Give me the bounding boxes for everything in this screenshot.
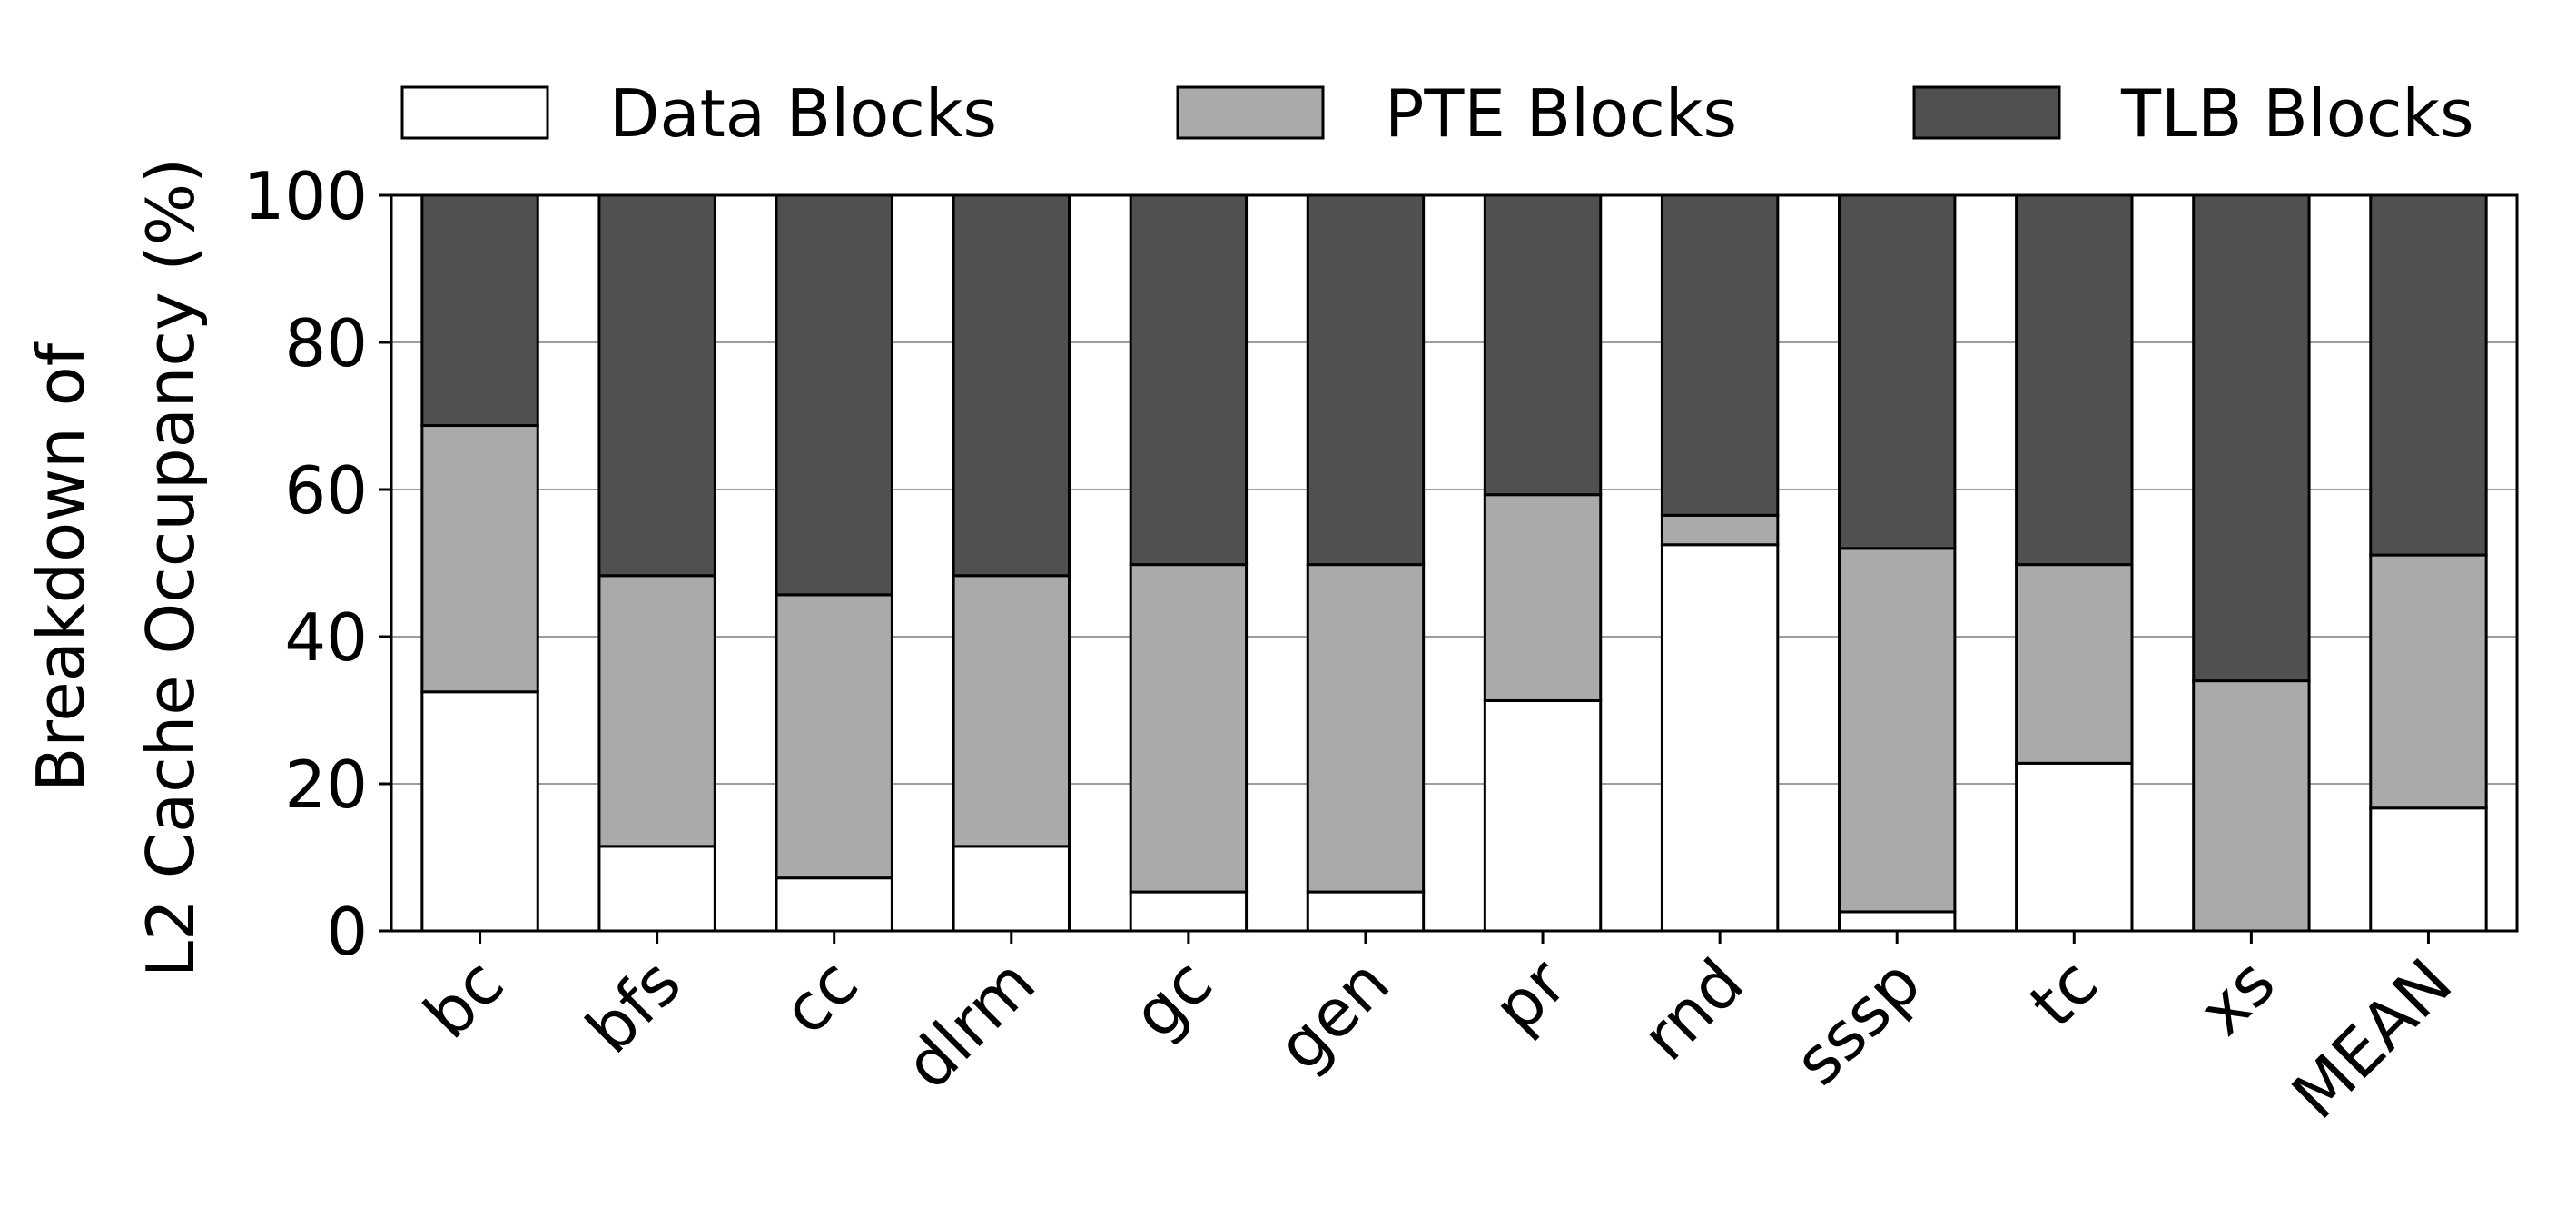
bar-data-blocks-cc bbox=[776, 878, 892, 931]
bar-tlb-blocks-pr bbox=[1485, 195, 1600, 495]
bar-data-blocks-gc bbox=[1130, 892, 1246, 931]
bar-tlb-blocks-sssp bbox=[1840, 195, 1955, 549]
bar-pte-blocks-xs bbox=[2194, 681, 2309, 931]
bar-pte-blocks-gc bbox=[1130, 565, 1246, 892]
x-tick-label-bfs: bfs bbox=[571, 945, 695, 1068]
y-tick-label: 60 bbox=[284, 452, 368, 529]
bar-tlb-blocks-cc bbox=[776, 195, 892, 595]
bar-pte-blocks-mean bbox=[2371, 555, 2486, 808]
bar-pte-blocks-tc bbox=[2017, 565, 2132, 764]
bar-data-blocks-pr bbox=[1485, 700, 1600, 931]
bar-tlb-blocks-dlrm bbox=[953, 195, 1069, 576]
legend-swatch-data-blocks bbox=[402, 87, 548, 138]
bar-data-blocks-bfs bbox=[599, 846, 715, 931]
x-tick-label-dlrm: dlrm bbox=[890, 945, 1049, 1103]
x-tick-label-mean: MEAN bbox=[2277, 945, 2466, 1133]
bar-pte-blocks-sssp bbox=[1840, 549, 1955, 912]
legend: Data Blocks PTE Blocks TLB Blocks bbox=[402, 75, 2474, 152]
y-axis-label: Breakdown of L2 Cache Occupancy (%) bbox=[23, 158, 209, 977]
y-tick-label: 20 bbox=[284, 747, 368, 823]
bar-tlb-blocks-bc bbox=[422, 195, 538, 426]
x-tick-label-tc: tc bbox=[2015, 945, 2112, 1042]
bar-tlb-blocks-gc bbox=[1130, 195, 1246, 565]
legend-label-data-blocks: Data Blocks bbox=[609, 75, 997, 152]
bar-tlb-blocks-bfs bbox=[599, 195, 715, 576]
bar-data-blocks-tc bbox=[2017, 763, 2132, 931]
bar-tlb-blocks-tc bbox=[2017, 195, 2132, 565]
x-tick-label-bc: bc bbox=[410, 945, 518, 1054]
bar-pte-blocks-bc bbox=[422, 426, 538, 692]
y-tick-label: 100 bbox=[243, 158, 368, 234]
bar-data-blocks-sssp bbox=[1840, 912, 1955, 931]
bar-pte-blocks-rnd bbox=[1662, 515, 1777, 544]
bar-data-blocks-dlrm bbox=[953, 846, 1069, 931]
x-tick-label-gc: gc bbox=[1118, 945, 1227, 1054]
bar-data-blocks-rnd bbox=[1662, 545, 1777, 931]
legend-label-tlb-blocks: TLB Blocks bbox=[2120, 75, 2474, 152]
y-axis-label-line-2: L2 Cache Occupancy (%) bbox=[133, 158, 209, 977]
x-tick-label-pr: pr bbox=[1478, 944, 1581, 1046]
bar-data-blocks-gen bbox=[1308, 892, 1423, 931]
x-tick-label-gen: gen bbox=[1263, 945, 1404, 1085]
x-tick-label-xs: xs bbox=[2184, 945, 2289, 1050]
legend-label-pte-blocks: PTE Blocks bbox=[1385, 75, 1737, 152]
y-axis: 0 20 40 60 80 100 bbox=[243, 158, 391, 970]
bar-pte-blocks-dlrm bbox=[953, 576, 1069, 846]
legend-swatch-tlb-blocks bbox=[1914, 87, 2059, 138]
bar-tlb-blocks-gen bbox=[1308, 195, 1423, 565]
bars bbox=[422, 195, 2486, 931]
bar-data-blocks-bc bbox=[422, 692, 538, 931]
y-tick-label: 80 bbox=[284, 305, 368, 381]
x-tick-label-rnd: rnd bbox=[1627, 945, 1758, 1075]
bar-pte-blocks-cc bbox=[776, 595, 892, 878]
bar-pte-blocks-pr bbox=[1485, 495, 1600, 701]
bar-data-blocks-mean bbox=[2371, 808, 2486, 931]
legend-swatch-pte-blocks bbox=[1178, 87, 1323, 138]
bar-tlb-blocks-xs bbox=[2194, 195, 2309, 681]
bar-pte-blocks-bfs bbox=[599, 576, 715, 846]
bar-tlb-blocks-mean bbox=[2371, 195, 2486, 555]
y-axis-label-line-1: Breakdown of bbox=[23, 341, 99, 792]
bar-tlb-blocks-rnd bbox=[1662, 195, 1777, 515]
y-tick-label: 0 bbox=[326, 894, 368, 970]
x-tick-label-cc: cc bbox=[767, 945, 872, 1049]
y-tick-label: 40 bbox=[284, 599, 368, 676]
x-tick-label-sssp: sssp bbox=[1780, 945, 1935, 1100]
bar-pte-blocks-gen bbox=[1308, 565, 1423, 892]
